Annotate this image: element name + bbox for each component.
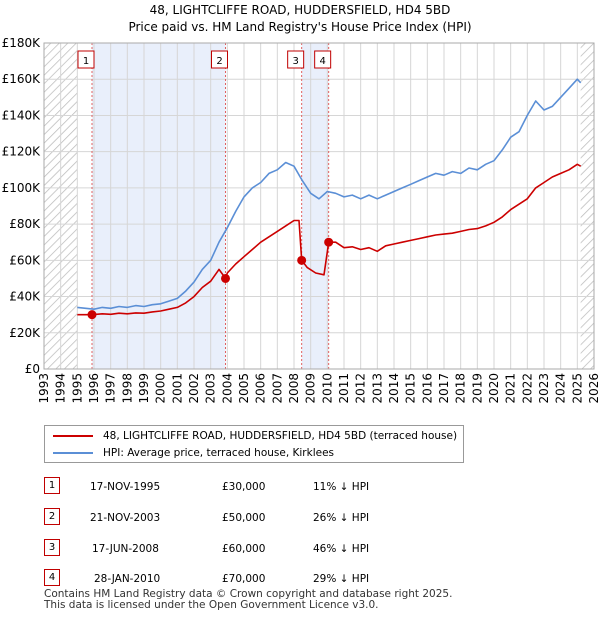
x-tick-label: 2026 — [587, 373, 600, 404]
x-tick-label: 2005 — [237, 373, 251, 404]
x-tick-label: 1995 — [70, 373, 84, 404]
transaction-hpi-diff: 46% ↓ HPI — [313, 543, 370, 555]
transaction-number: 2 — [44, 508, 60, 525]
legend-swatch-property — [53, 435, 93, 437]
shaded-period — [92, 43, 226, 369]
transaction-row: 4 28-JAN-2010 £70,000 29% ↓ HPI — [0, 566, 600, 596]
transaction-hpi-diff: 11% ↓ HPI — [313, 481, 370, 493]
hatched-region — [580, 43, 594, 369]
transaction-number: 1 — [44, 477, 60, 494]
x-tick-label: 2019 — [470, 373, 484, 404]
x-tick-label: 2009 — [304, 373, 318, 404]
transaction-date: 21-NOV-2003 — [90, 512, 161, 524]
legend: 48, LIGHTCLIFFE ROAD, HUDDERSFIELD, HD4 … — [44, 425, 464, 463]
transaction-number: 4 — [44, 569, 60, 586]
y-tick-label: £20K — [9, 326, 41, 340]
y-tick-label: £80K — [9, 217, 41, 231]
x-tick-label: 2017 — [437, 373, 451, 404]
y-tick-label: £0 — [25, 362, 40, 376]
x-tick-label: 2004 — [220, 373, 234, 404]
transaction-number: 3 — [44, 539, 60, 556]
sale-point — [87, 310, 97, 320]
y-tick-label: £40K — [9, 290, 41, 304]
legend-label-property: 48, LIGHTCLIFFE ROAD, HUDDERSFIELD, HD4 … — [103, 430, 458, 442]
sale-label-box — [77, 50, 95, 69]
y-tick-label: £60K — [9, 253, 41, 267]
x-tick-label: 2023 — [537, 373, 551, 404]
transaction-price: £50,000 — [222, 512, 266, 524]
legend-label-hpi: HPI: Average price, terraced house, Kirk… — [103, 447, 335, 459]
y-tick-label: £120K — [2, 145, 42, 159]
y-tick-label: £180K — [2, 36, 42, 50]
chart-title-line2: Price paid vs. HM Land Registry's House … — [128, 20, 472, 34]
x-tick-label: 2002 — [187, 373, 201, 404]
legend-item-property: 48, LIGHTCLIFFE ROAD, HUDDERSFIELD, HD4 … — [53, 428, 457, 444]
sale-label-text: 2 — [216, 56, 222, 67]
x-tick-label: 2001 — [170, 373, 184, 404]
x-tick-label: 2013 — [370, 373, 384, 404]
x-tick-label: 2021 — [504, 373, 518, 404]
x-tick-label: 2011 — [337, 373, 351, 404]
legend-item-hpi: HPI: Average price, terraced house, Kirk… — [53, 445, 334, 461]
transaction-price: £70,000 — [222, 573, 266, 585]
footer-licence: This data is licensed under the Open Gov… — [44, 599, 379, 611]
sale-label-box — [287, 50, 305, 69]
property-series-line — [77, 163, 582, 316]
x-tick-label: 1996 — [87, 373, 101, 404]
transaction-date: 17-NOV-1995 — [90, 481, 161, 493]
x-tick-label: 2022 — [520, 373, 534, 404]
sale-label-box — [314, 50, 332, 69]
sale-label-text: 1 — [83, 56, 89, 67]
x-tick-label: 2012 — [354, 373, 368, 404]
sale-point — [324, 237, 334, 247]
y-tick-label: £140K — [2, 108, 42, 122]
shaded-period — [301, 43, 329, 369]
hpi-series-line — [77, 78, 582, 311]
y-tick-label: £100K — [2, 181, 42, 195]
x-tick-label: 1997 — [104, 373, 118, 404]
x-tick-label: 2007 — [270, 373, 284, 404]
x-tick-label: 2010 — [320, 373, 334, 404]
footer: Contains HM Land Registry data © Crown c… — [44, 589, 452, 611]
transaction-row: 2 21-NOV-2003 £50,000 26% ↓ HPI — [0, 505, 600, 535]
x-tick-label: 2014 — [387, 373, 401, 404]
x-tick-label: 2016 — [420, 373, 434, 404]
x-tick-label: 1998 — [120, 373, 134, 404]
x-tick-label: 2003 — [204, 373, 218, 404]
transaction-row: 3 17-JUN-2008 £60,000 46% ↓ HPI — [0, 536, 600, 566]
x-tick-label: 1999 — [137, 373, 151, 404]
transaction-price: £30,000 — [222, 481, 266, 493]
x-tick-label: 2018 — [454, 373, 468, 404]
transaction-row: 1 17-NOV-1995 £30,000 11% ↓ HPI — [0, 474, 600, 504]
sale-label-text: 3 — [292, 56, 298, 67]
transaction-price: £60,000 — [222, 543, 266, 555]
transaction-date: 28-JAN-2010 — [94, 573, 161, 585]
footer-copyright: Contains HM Land Registry data © Crown c… — [44, 588, 453, 600]
plot-frame — [43, 42, 595, 370]
x-tick-label: 2000 — [154, 373, 168, 404]
x-tick-label: 2024 — [554, 373, 568, 404]
x-tick-label: 2006 — [254, 373, 268, 404]
transaction-hpi-diff: 26% ↓ HPI — [313, 512, 370, 524]
x-tick-label: 2015 — [404, 373, 418, 404]
x-tick-label: 2020 — [487, 373, 501, 404]
sale-label-box — [211, 50, 228, 69]
y-tick-label: £160K — [2, 72, 42, 86]
x-tick-label: 1994 — [54, 373, 68, 404]
sale-point — [221, 273, 230, 283]
legend-swatch-hpi — [53, 452, 93, 454]
price-chart: 1 2 3 4 £0 £20K £40K £60K £80K £100K £120K £140K £1… — [2, 36, 600, 404]
x-tick-label: 1993 — [37, 373, 51, 404]
transaction-hpi-diff: 29% ↓ HPI — [313, 573, 370, 585]
x-tick-label: 2025 — [570, 373, 584, 404]
x-tick-label: 2008 — [287, 373, 301, 404]
chart-title-line1: 48, LIGHTCLIFFE ROAD, HUDDERSFIELD, HD4 … — [149, 3, 451, 17]
sale-point — [297, 255, 307, 265]
sale-label-text: 4 — [319, 56, 325, 67]
transaction-date: 17-JUN-2008 — [92, 543, 159, 555]
